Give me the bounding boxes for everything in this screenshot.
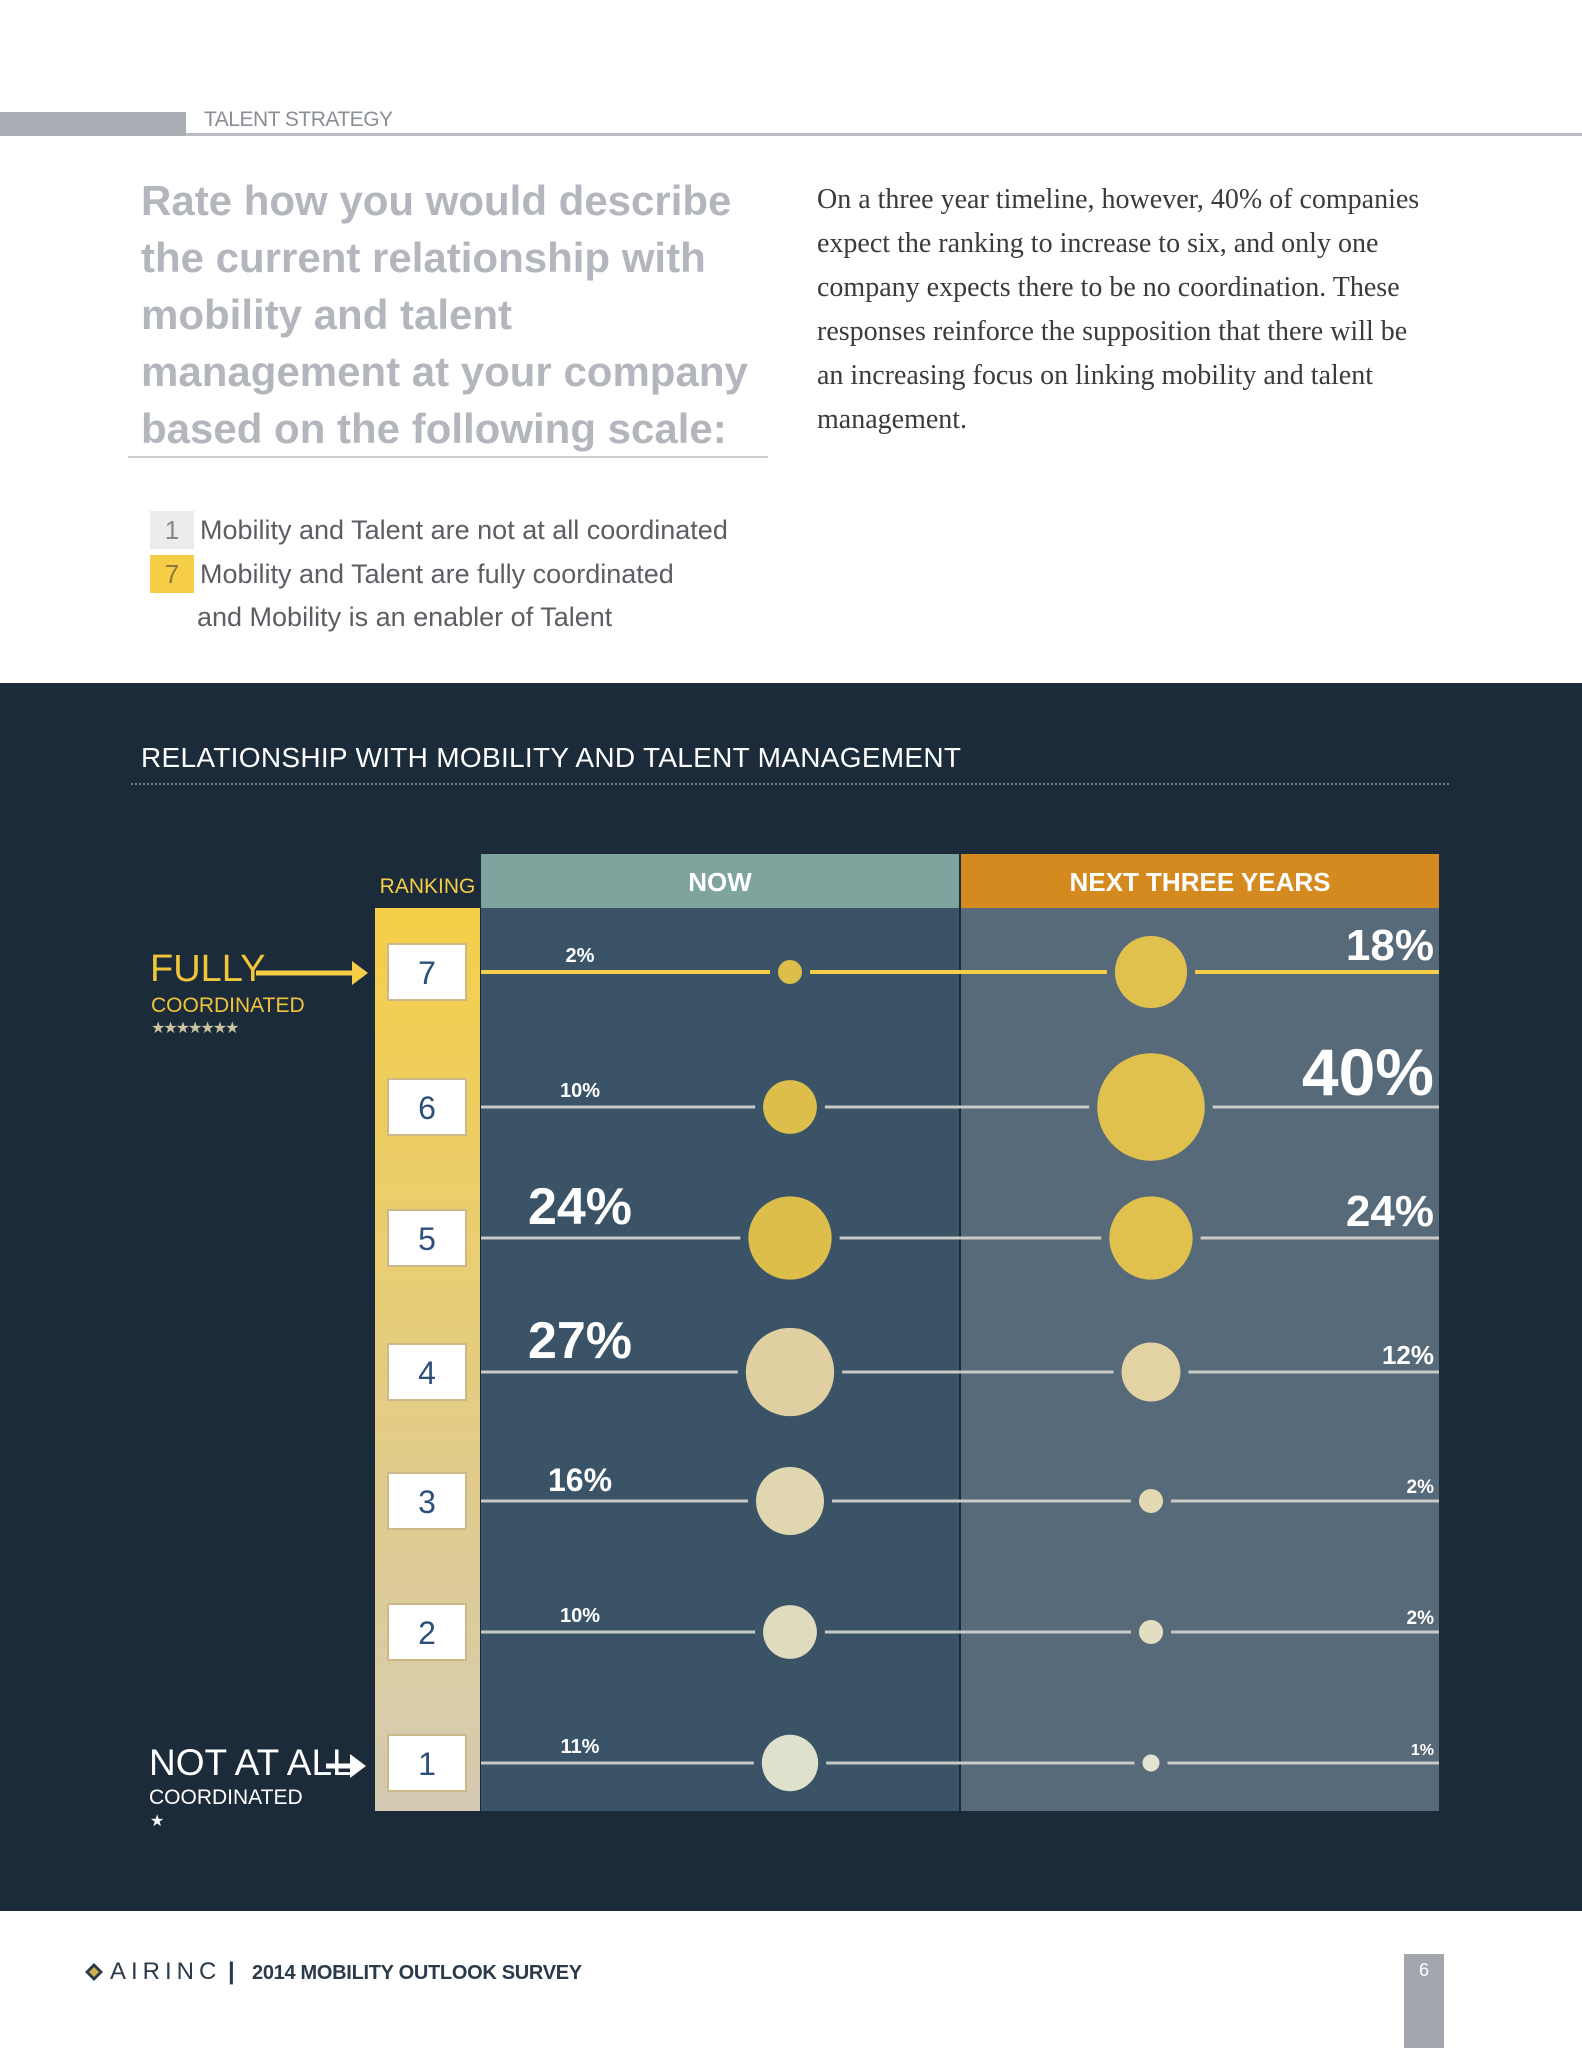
next-bubble bbox=[1142, 1754, 1160, 1772]
now-bubble bbox=[748, 1196, 832, 1280]
question-divider bbox=[128, 456, 768, 458]
ranking-box bbox=[387, 1078, 467, 1136]
fully-stars: ★★★★★★★ bbox=[151, 1020, 239, 1037]
now-bubble bbox=[761, 1734, 819, 1792]
chart-title: RELATIONSHIP WITH MOBILITY AND TALENT MA… bbox=[141, 742, 962, 773]
ranking-number: 5 bbox=[418, 1221, 436, 1257]
legend-item-7: 7 Mobility and Talent are fully coordina… bbox=[150, 555, 674, 593]
ranking-number: 4 bbox=[418, 1355, 436, 1391]
ranking-header: RANKING bbox=[380, 875, 476, 898]
ranking-number: 7 bbox=[418, 955, 436, 991]
next-data-label: 40% bbox=[1302, 1035, 1434, 1109]
next-bubble bbox=[1097, 1053, 1205, 1161]
now-bubble bbox=[745, 1327, 835, 1417]
next-data-label: 2% bbox=[1407, 1477, 1435, 1498]
legend-text-7-cont: and Mobility is an enabler of Talent bbox=[197, 602, 613, 632]
ranking-number: 2 bbox=[418, 1615, 436, 1651]
now-bubble bbox=[763, 1605, 817, 1659]
footer-brand: AIRINC bbox=[110, 1958, 222, 1985]
now-data-label: 11% bbox=[561, 1736, 600, 1758]
next-bubble bbox=[1121, 1342, 1181, 1402]
now-data-label: 10% bbox=[560, 1605, 600, 1627]
ranking-box bbox=[387, 1209, 467, 1267]
now-panel bbox=[481, 908, 959, 1811]
not-at-all-sublabel: COORDINATED bbox=[149, 1786, 303, 1809]
page-tab bbox=[1404, 1954, 1444, 2048]
body-paragraph: On a three year timeline, however, 40% o… bbox=[817, 184, 1420, 435]
now-bubble bbox=[777, 959, 803, 985]
next-data-label: 24% bbox=[1346, 1187, 1434, 1236]
now-data-label: 16% bbox=[548, 1462, 612, 1498]
now-header-label: NOW bbox=[688, 867, 752, 897]
next-bubble bbox=[1138, 1488, 1164, 1514]
next-data-label: 2% bbox=[1407, 1608, 1435, 1629]
now-data-label: 24% bbox=[528, 1178, 632, 1236]
ranking-number: 6 bbox=[418, 1090, 436, 1126]
next-bubble bbox=[1109, 1196, 1193, 1280]
fully-arrow-head bbox=[352, 961, 368, 985]
not-at-all-arrow-head bbox=[350, 1754, 366, 1778]
next-header-label: NEXT THREE YEARS bbox=[1069, 867, 1330, 897]
ranking-box bbox=[387, 943, 467, 1001]
ranking-box bbox=[387, 1734, 467, 1792]
not-at-all-stars: ★ bbox=[150, 1813, 164, 1830]
fully-label: FULLY bbox=[150, 948, 266, 990]
footer-separator: | bbox=[228, 1958, 235, 1985]
section-label: TALENT STRATEGY bbox=[204, 108, 393, 131]
ranking-box bbox=[387, 1343, 467, 1401]
fully-sublabel: COORDINATED bbox=[151, 994, 305, 1017]
ranking-box bbox=[387, 1472, 467, 1530]
next-data-label: 1% bbox=[1411, 1742, 1434, 1759]
ranking-number: 3 bbox=[418, 1484, 436, 1520]
now-data-label: 27% bbox=[528, 1312, 632, 1370]
legend-num-7: 7 bbox=[150, 555, 194, 593]
next-panel bbox=[961, 908, 1439, 1811]
not-at-all-label: NOT AT ALL bbox=[149, 1742, 353, 1783]
legend-text-1: Mobility and Talent are not at all coord… bbox=[200, 514, 728, 545]
now-header bbox=[481, 854, 959, 908]
chart-title-rule bbox=[131, 783, 1449, 785]
now-bubble bbox=[756, 1467, 824, 1535]
now-data-label: 10% bbox=[560, 1080, 600, 1102]
next-bubble bbox=[1114, 935, 1188, 1009]
next-header bbox=[961, 854, 1439, 908]
section-bar bbox=[0, 112, 186, 136]
next-bubble bbox=[1138, 1619, 1164, 1645]
ranking-number: 1 bbox=[418, 1746, 436, 1782]
next-data-label: 18% bbox=[1346, 921, 1434, 970]
next-data-label: 12% bbox=[1382, 1340, 1434, 1370]
legend-text-7: Mobility and Talent are fully coordinate… bbox=[200, 558, 674, 589]
now-data-label: 2% bbox=[566, 945, 595, 967]
diamond-icon bbox=[85, 1963, 103, 1981]
page-number: 6 bbox=[1418, 1960, 1429, 1980]
section-rule bbox=[186, 133, 1582, 136]
ranking-box bbox=[387, 1603, 467, 1661]
footer-title: 2014 MOBILITY OUTLOOK SURVEY bbox=[252, 1962, 582, 1984]
survey-question: Rate how you would describe the current … bbox=[141, 177, 748, 452]
legend-item-1: 1 Mobility and Talent are not at all coo… bbox=[150, 511, 728, 549]
footer-logo: AIRINC bbox=[84, 1958, 221, 1986]
now-bubble bbox=[763, 1080, 817, 1134]
legend-num-1: 1 bbox=[150, 511, 194, 549]
